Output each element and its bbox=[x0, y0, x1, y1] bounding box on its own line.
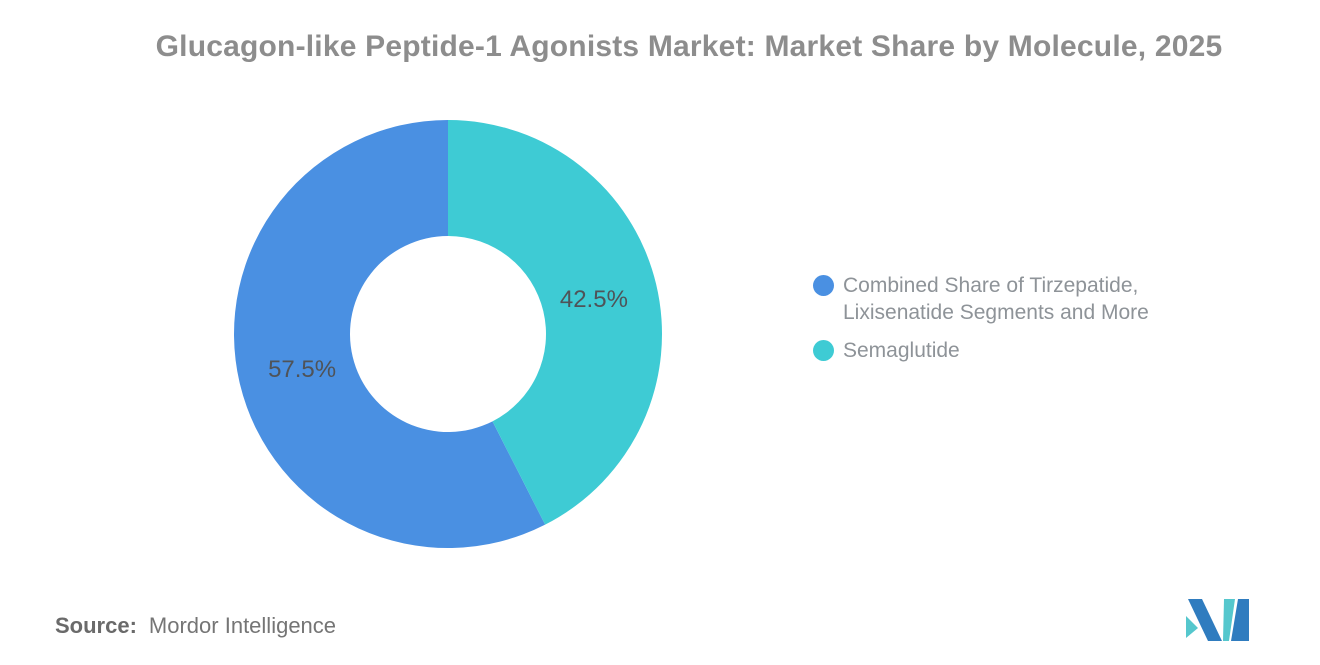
donut-slice-0 bbox=[234, 120, 546, 548]
source-value: Mordor Intelligence bbox=[148, 613, 337, 638]
legend-label-semaglutide: Semaglutide bbox=[843, 339, 960, 362]
legend: Combined Share of Tirzepatide, Lixisenat… bbox=[813, 272, 1149, 364]
legend-swatch-teal-icon bbox=[813, 340, 834, 361]
legend-item-semaglutide: Semaglutide bbox=[813, 337, 1149, 364]
donut-chart: 57.5% 42.5% bbox=[234, 120, 663, 548]
slice-data-label-0: 57.5% bbox=[268, 356, 336, 383]
mordor-intelligence-logo bbox=[1186, 599, 1249, 641]
legend-swatch-blue-icon bbox=[813, 275, 834, 296]
logo-blue-band bbox=[1188, 599, 1222, 641]
legend-item-combined: Combined Share of Tirzepatide, Lixisenat… bbox=[813, 272, 1149, 326]
chart-title: Glucagon-like Peptide-1 Agonists Market:… bbox=[155, 30, 1223, 63]
logo-teal-left-wedge bbox=[1186, 616, 1198, 638]
donut-slice-1 bbox=[448, 120, 663, 525]
logo-teal-right-band bbox=[1223, 599, 1235, 641]
source-line: Source: Mordor Intelligence bbox=[55, 613, 336, 639]
source-label: Source: bbox=[55, 613, 137, 638]
slice-data-label-1: 42.5% bbox=[560, 286, 628, 313]
logo-blue-right bbox=[1231, 599, 1249, 641]
legend-label-combined: Combined Share of Tirzepatide, Lixisenat… bbox=[843, 274, 1149, 324]
